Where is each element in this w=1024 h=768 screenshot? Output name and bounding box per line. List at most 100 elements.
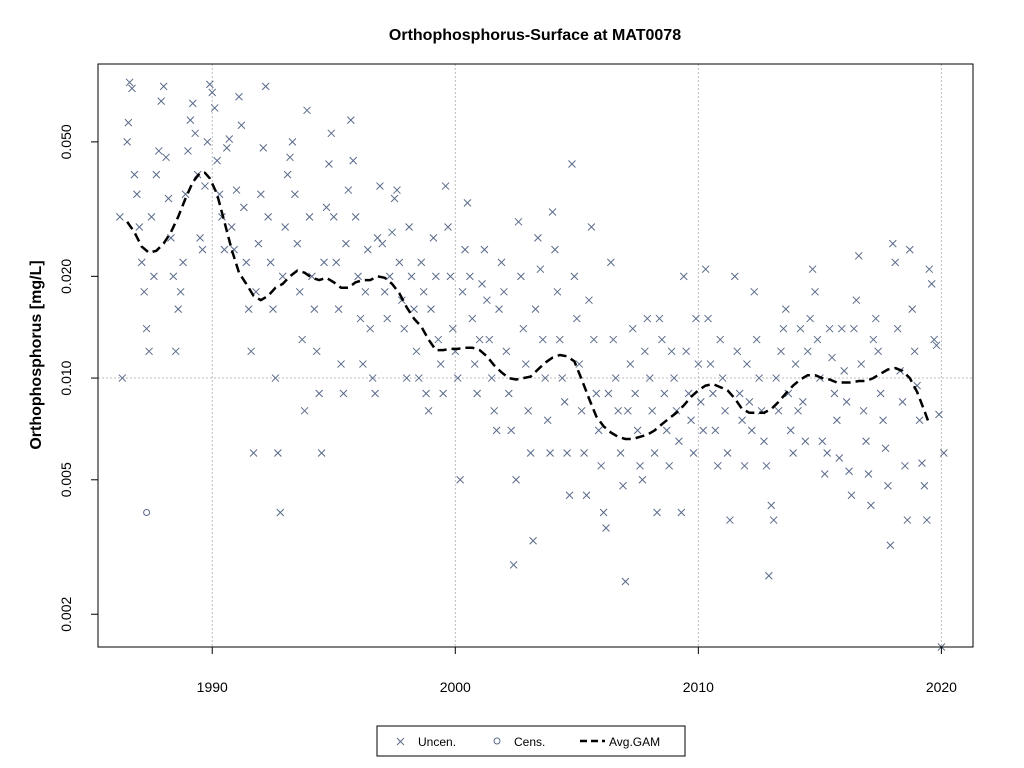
uncen-point: [845, 467, 853, 476]
uncen-point-stroke: [303, 106, 311, 115]
uncen-point: [553, 287, 562, 296]
uncen-point-stroke: [427, 305, 435, 313]
uncen-point-stroke: [249, 449, 258, 457]
uncen-point-stroke: [939, 449, 948, 457]
uncen-point: [237, 121, 246, 130]
uncen-point-stroke: [519, 324, 528, 333]
uncen-point-stroke: [507, 426, 516, 435]
uncen-point-stroke: [157, 97, 166, 105]
uncen-point-stroke: [721, 406, 729, 415]
uncen-point: [167, 233, 175, 242]
uncen-point: [295, 287, 304, 296]
uncen-point-stroke: [150, 272, 158, 281]
uncen-point-stroke: [825, 324, 834, 333]
uncen-point-stroke: [619, 481, 627, 490]
uncen-point-stroke: [918, 459, 926, 468]
uncen-point-stroke: [276, 508, 285, 517]
uncen-point: [201, 182, 209, 190]
uncen-point-stroke: [606, 258, 615, 267]
uncen-point: [475, 335, 484, 344]
uncen-point: [521, 360, 530, 368]
uncen-point-stroke: [585, 296, 593, 305]
uncen-point-stroke: [312, 347, 321, 356]
uncen-point: [558, 374, 567, 382]
uncen-point-stroke: [879, 416, 887, 425]
uncen-point-stroke: [546, 449, 554, 457]
uncen-point-stroke: [631, 389, 640, 398]
uncen-point: [247, 347, 255, 356]
uncen-point-stroke: [483, 296, 491, 305]
uncen-point: [388, 228, 396, 237]
uncen-point: [752, 335, 761, 344]
uncen-point: [344, 186, 353, 194]
uncen-point: [774, 406, 783, 415]
uncen-point-stroke: [239, 203, 248, 212]
uncen-point: [677, 508, 686, 517]
chart-title: Orthophosphorus-Surface at MAT0078: [389, 27, 681, 44]
uncen-point-stroke: [611, 374, 620, 382]
uncen-point: [327, 129, 336, 138]
uncen-point: [905, 245, 914, 254]
uncen-point-stroke: [553, 287, 562, 296]
uncen-point-stroke: [232, 186, 241, 194]
uncen-point-stroke: [210, 104, 219, 112]
uncen-point-stroke: [188, 99, 197, 108]
uncen-point: [602, 524, 610, 532]
uncen-point-stroke: [422, 389, 430, 398]
uncen-point: [483, 296, 491, 305]
uncen-point: [645, 374, 654, 382]
uncen-point-stroke: [495, 305, 503, 313]
uncen-point: [449, 324, 457, 333]
uncen-point-stroke: [582, 491, 591, 500]
uncen-point-stroke: [876, 389, 885, 398]
uncen-point-stroke: [393, 186, 401, 194]
uncen-point-stroke: [801, 437, 810, 446]
uncen-point: [694, 360, 703, 368]
uncen-point: [322, 203, 331, 212]
uncen-point: [179, 258, 187, 267]
uncen-point: [701, 265, 710, 274]
uncen-point-stroke: [594, 426, 603, 435]
uncen-point-stroke: [794, 406, 802, 415]
uncen-point: [604, 389, 613, 398]
uncen-point: [334, 305, 343, 313]
uncen-point-stroke: [458, 287, 467, 296]
uncen-point-stroke: [213, 156, 221, 165]
y-axis-label: Orthophosphorus [mg/L]: [28, 260, 45, 449]
uncen-point: [730, 272, 739, 281]
uncen-point: [288, 138, 297, 146]
uncen-point: [548, 208, 557, 216]
uncen-point-stroke: [191, 129, 200, 138]
uncen-point: [648, 406, 657, 415]
uncen-point-stroke: [791, 360, 800, 368]
uncen-point: [298, 335, 307, 344]
uncen-point-stroke: [310, 305, 319, 313]
uncen-point-stroke: [762, 461, 771, 470]
uncen-point-stroke: [820, 470, 829, 478]
uncen-point-stroke: [655, 314, 664, 323]
uncen-point-stroke: [225, 135, 234, 143]
uncen-point: [543, 416, 552, 425]
uncen-point: [920, 481, 929, 490]
uncen-point: [888, 239, 897, 248]
uncen-point-stroke: [927, 280, 936, 288]
uncen-point-stroke: [325, 160, 333, 168]
uncen-point-stroke: [871, 314, 880, 323]
uncen-point: [492, 426, 501, 435]
uncen-point-stroke: [789, 449, 797, 457]
uncen-point: [859, 406, 868, 415]
uncen-point: [368, 374, 377, 382]
uncen-point: [485, 335, 494, 344]
uncen-point-stroke: [470, 360, 479, 368]
uncen-point-stroke: [480, 245, 489, 254]
uncen-point: [616, 449, 625, 457]
uncen-point-stroke: [555, 335, 564, 344]
uncen-point-stroke: [621, 577, 630, 586]
gam-line: [126, 171, 931, 441]
uncen-point: [412, 347, 421, 356]
data-points: [116, 78, 948, 651]
uncen-point: [594, 426, 603, 435]
uncen-point-stroke: [716, 335, 725, 344]
uncen-point: [439, 389, 447, 398]
uncen-point-stroke: [779, 324, 788, 333]
